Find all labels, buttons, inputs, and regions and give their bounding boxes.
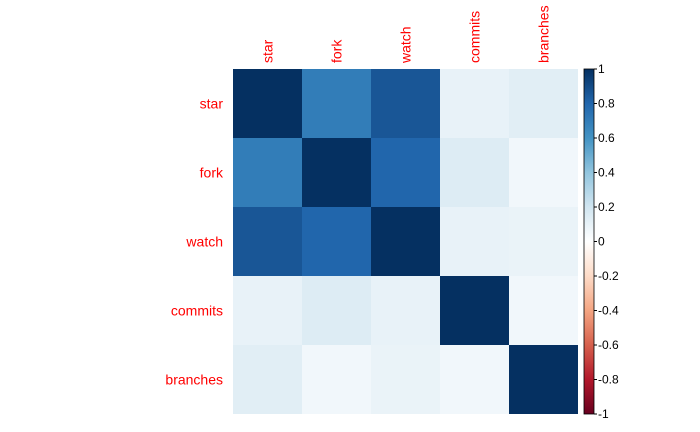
cell-branches-star [233, 345, 302, 414]
row-label-star: star [200, 96, 224, 112]
cell-fork-watch [371, 138, 440, 207]
colorbar-tick-label: 0.8 [598, 97, 615, 111]
colorbar-tick-label: -0.4 [598, 304, 619, 318]
cell-branches-watch [371, 345, 440, 414]
row-label-fork: fork [200, 165, 224, 181]
colorbar-tick-label: 1 [598, 62, 605, 76]
cell-commits-fork [302, 276, 371, 345]
column-labels: star fork watch commits branches [260, 5, 552, 64]
heatmap-cells [233, 69, 578, 414]
cell-star-watch [371, 69, 440, 138]
cell-fork-commits [440, 138, 509, 207]
column-label-branches: branches [536, 5, 552, 63]
colorbar-tick-label: 0.4 [598, 166, 615, 180]
cell-branches-fork [302, 345, 371, 414]
colorbar-tick-label: -0.8 [598, 373, 619, 387]
row-labels: star fork watch commits branches [165, 96, 224, 388]
colorbar-tick-label: -1 [598, 407, 609, 421]
cell-fork-fork [302, 138, 371, 207]
colorbar-tick-label: 0 [598, 235, 605, 249]
colorbar-gradient [583, 68, 595, 415]
cell-commits-watch [371, 276, 440, 345]
cell-watch-fork [302, 207, 371, 276]
colorbar-tick-label: 0.2 [598, 200, 615, 214]
cell-star-commits [440, 69, 509, 138]
cell-branches-branches [509, 345, 578, 414]
row-label-commits: commits [171, 303, 223, 319]
cell-star-fork [302, 69, 371, 138]
column-label-watch: watch [398, 26, 414, 64]
cell-watch-star [233, 207, 302, 276]
colorbar-tick-label: -0.2 [598, 269, 619, 283]
cell-watch-watch [371, 207, 440, 276]
cell-watch-branches [509, 207, 578, 276]
colorbar-tick-label: -0.6 [598, 338, 619, 352]
cell-commits-commits [440, 276, 509, 345]
cell-star-branches [509, 69, 578, 138]
cell-fork-branches [509, 138, 578, 207]
column-label-fork: fork [329, 39, 345, 63]
cell-branches-commits [440, 345, 509, 414]
cell-commits-star [233, 276, 302, 345]
cell-fork-star [233, 138, 302, 207]
cell-commits-branches [509, 276, 578, 345]
column-label-commits: commits [467, 11, 483, 63]
colorbar: 1 0.8 0.6 0.4 0.2 0 -0.2 -0.4 -0.6 -0.8 -1 [583, 62, 619, 421]
row-label-branches: branches [165, 372, 223, 388]
cell-watch-commits [440, 207, 509, 276]
colorbar-tick-label: 0.6 [598, 131, 615, 145]
column-label-star: star [260, 39, 276, 63]
row-label-watch: watch [185, 234, 223, 250]
cell-star-star [233, 69, 302, 138]
